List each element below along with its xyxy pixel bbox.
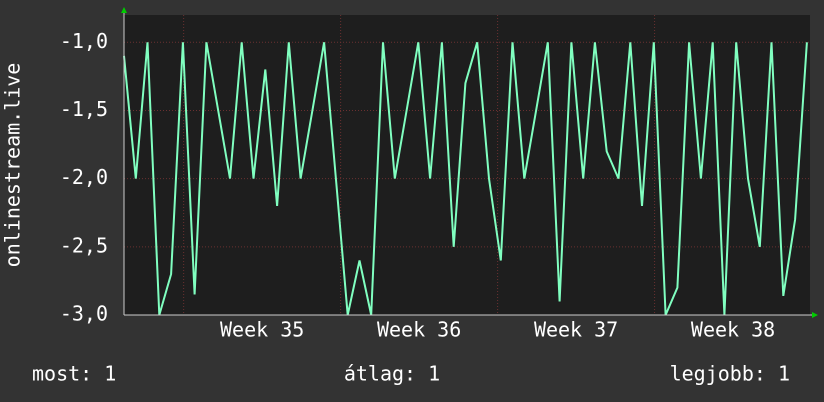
plot bbox=[123, 42, 808, 316]
y-tick-label: -3,0 bbox=[60, 302, 108, 326]
y-tick-label: -2,0 bbox=[60, 165, 108, 189]
x-tick-label: Week 36 bbox=[377, 318, 461, 342]
x-tick-label: Week 35 bbox=[220, 318, 304, 342]
x-tick-label: Week 37 bbox=[534, 318, 618, 342]
x-tick-label: Week 38 bbox=[691, 318, 775, 342]
y-tick-label: -2,5 bbox=[60, 233, 108, 257]
stat-max: legjobb: 1 bbox=[670, 362, 790, 386]
y-axis-arrow bbox=[121, 7, 127, 13]
x-axis-arrow bbox=[812, 312, 818, 318]
stat-average: átlag: 1 bbox=[344, 362, 440, 386]
y-tick-label: -1,0 bbox=[60, 29, 108, 53]
y-axis-label: onlinestream.live bbox=[1, 63, 25, 268]
y-tick-label: -1,5 bbox=[60, 97, 108, 121]
data-line bbox=[123, 42, 808, 316]
plot-area bbox=[124, 15, 810, 315]
stat-current: most: 1 bbox=[32, 362, 116, 386]
